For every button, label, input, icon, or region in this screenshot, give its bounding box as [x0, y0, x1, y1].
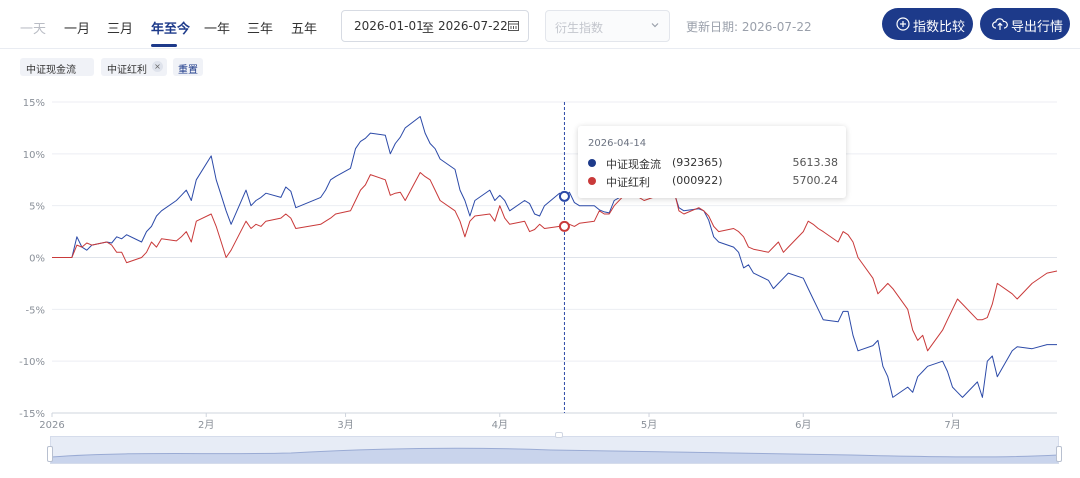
index-compare-button[interactable]: 指数比较 [882, 8, 973, 40]
date-range-picker[interactable]: 2026-01-01 至 2026-07-22 [341, 10, 529, 42]
tooltip-series-name: 中证现金流 [606, 158, 661, 171]
tooltip-row-dividend: 中证红利 (000922) 5700.24 [588, 174, 839, 189]
reset-button[interactable]: 重置 [173, 58, 203, 76]
hover-point-dividend [558, 220, 570, 232]
legend-dot-icon [588, 159, 596, 167]
y-tick-label: -10% [19, 357, 45, 368]
tag-cashflow[interactable]: 中证现金流 [20, 58, 94, 76]
timeframe-3m[interactable]: 三月 [107, 22, 134, 37]
timeframe-ytd[interactable]: 年至今 [151, 22, 191, 37]
tooltip-series-value: 5700.24 [792, 174, 839, 187]
x-tick-label: 3月 [337, 419, 353, 431]
timeframe-1y[interactable]: 一年 [204, 22, 231, 37]
slider-handle-left[interactable] [47, 446, 53, 462]
legend-dot-icon [588, 177, 596, 185]
y-tick-label: 5% [29, 202, 45, 213]
series-line-dividend [52, 172, 1058, 352]
start-date[interactable]: 2026-01-01 [354, 19, 424, 33]
date-separator: 至 [422, 21, 435, 35]
x-tick-label: 5月 [641, 419, 657, 431]
timeframe-5y[interactable]: 五年 [291, 22, 318, 37]
export-quotes-label: 导出行情 [1011, 20, 1064, 35]
tooltip-series-code: (000922) [672, 174, 723, 187]
x-tick-label: 7月 [944, 419, 960, 431]
series-line-cashflow [52, 116, 1057, 398]
active-tab-underline [151, 44, 177, 47]
close-icon[interactable]: × [152, 61, 163, 72]
index-compare-label: 指数比较 [913, 20, 966, 35]
tooltip-series-value: 5613.38 [792, 156, 839, 169]
slider-handle-right[interactable] [1056, 446, 1062, 462]
timeframe-3y[interactable]: 三年 [247, 22, 274, 37]
plus-circle-icon [896, 17, 910, 31]
x-tick-label: 2月 [198, 419, 214, 431]
chevron-down-icon [651, 23, 659, 28]
toolbar: 一天 一月 三月 年至今 一年 三年 五年 2026-01-01 至 2026-… [0, 0, 1080, 49]
x-tick-label: 6月 [795, 419, 811, 431]
tag-cashflow-label: 中证现金流 [26, 65, 76, 76]
export-quotes-button[interactable]: 导出行情 [980, 8, 1070, 40]
y-tick-label: -5% [26, 305, 45, 316]
tooltip-series-name: 中证红利 [606, 176, 650, 189]
slider-preview [51, 447, 1058, 463]
calendar-icon[interactable] [508, 20, 519, 31]
range-slider[interactable] [50, 436, 1059, 464]
x-tick-label: 2026 [39, 420, 64, 431]
update-date: 更新日期: 2026-07-22 [686, 20, 812, 34]
tooltip-row-cashflow: 中证现金流 (932365) 5613.38 [588, 156, 839, 171]
tag-dividend-label: 中证红利 [107, 65, 147, 76]
y-tick-label: 0% [29, 254, 45, 265]
y-tick-label: -15% [19, 409, 45, 420]
timeframe-1d[interactable]: 一天 [20, 22, 47, 37]
reset-label: 重置 [178, 65, 198, 76]
end-date[interactable]: 2026-07-22 [438, 19, 508, 33]
cloud-upload-icon [992, 18, 1008, 30]
chart-tooltip: 2026-04-14 中证现金流 (932365) 5613.38 中证红利 (… [578, 126, 846, 198]
tag-dividend[interactable]: 中证红利 × [101, 58, 167, 76]
x-tick-label: 4月 [492, 419, 508, 431]
tooltip-date: 2026-04-14 [588, 138, 647, 149]
derivative-placeholder: 衍生指数 [555, 21, 604, 35]
y-tick-label: 10% [23, 150, 45, 161]
timeframe-1m[interactable]: 一月 [64, 22, 91, 37]
y-tick-label: 15% [23, 98, 45, 109]
derivative-index-select[interactable]: 衍生指数 [545, 10, 670, 42]
tooltip-series-code: (932365) [672, 156, 723, 169]
hover-point-cashflow [558, 190, 570, 202]
slider-top-grip[interactable] [555, 432, 563, 438]
